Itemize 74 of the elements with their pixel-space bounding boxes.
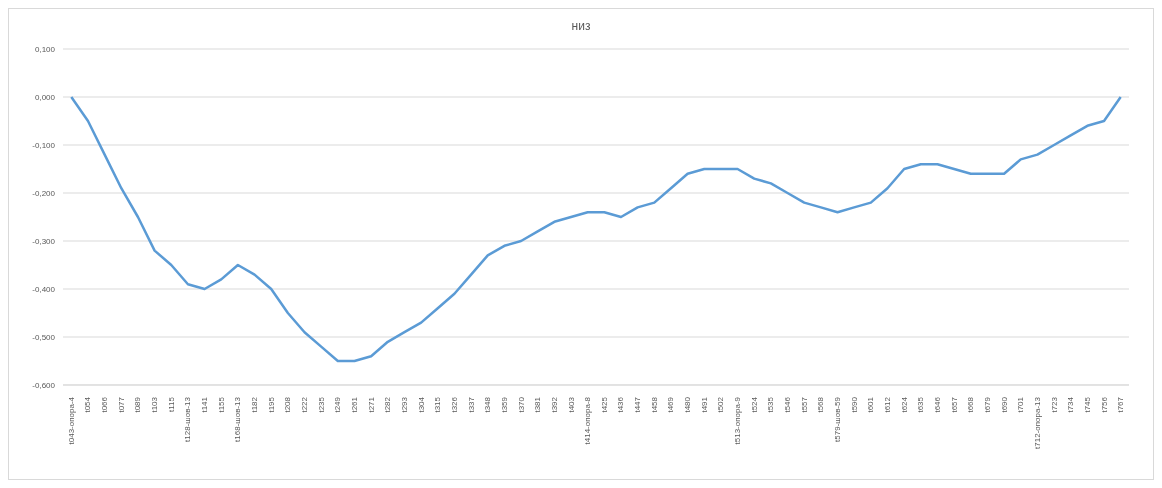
x-tick-label: t535: [766, 396, 776, 413]
x-tick-label: t756: [1099, 396, 1109, 413]
x-tick-label: t222: [300, 396, 310, 413]
x-tick-label: t128-шов-13: [183, 396, 193, 442]
x-tick-label: t491: [699, 396, 709, 413]
y-tick-label: -0,100: [32, 140, 56, 150]
x-tick-label: t657: [949, 396, 959, 413]
x-tick-label: t066: [100, 396, 110, 413]
chart-title: низ: [570, 18, 592, 35]
y-tick-label: -0,400: [32, 284, 56, 294]
x-tick-label: t601: [866, 396, 876, 413]
x-tick-label: t326: [449, 396, 459, 413]
x-tick-label: t103: [150, 396, 160, 413]
y-tick-label: -0,200: [32, 188, 56, 198]
y-tick-label: -0,600: [32, 380, 56, 390]
x-tick-label: t304: [416, 396, 426, 413]
x-tick-label: t734: [1066, 396, 1076, 413]
x-tick-label: t624: [899, 396, 909, 413]
x-tick-label: t458: [649, 396, 659, 413]
x-tick-label: t414-опора-8: [583, 396, 593, 445]
x-tick-label: t261: [349, 396, 359, 413]
x-tick-label: t612: [882, 396, 892, 413]
x-tick-label: t513-опора-9: [733, 396, 743, 445]
x-tick-label: t043-опора-4: [66, 396, 76, 445]
y-tick-label: 0,000: [34, 92, 56, 102]
x-tick-label: t690: [999, 396, 1009, 413]
x-tick-label: t359: [499, 396, 509, 413]
x-tick-label: t089: [133, 396, 143, 413]
x-tick-label: t403: [566, 396, 576, 413]
y-tick-label: -0,300: [32, 236, 56, 246]
x-tick-label: t447: [633, 396, 643, 413]
x-tick-label: t168-шов-13: [233, 396, 243, 442]
x-tick-label: t141: [200, 396, 210, 413]
x-tick-label: t557: [799, 396, 809, 413]
x-tick-label: t712-опора-13: [1032, 396, 1042, 449]
x-tick-label: t282: [383, 396, 393, 413]
line-series: [70, 95, 1122, 363]
x-tick-label: t235: [316, 396, 326, 413]
x-tick-label: t293: [399, 396, 409, 413]
x-tick-label: t524: [749, 396, 759, 413]
x-tick-label: t668: [966, 396, 976, 413]
x-tick-label: t381: [533, 396, 543, 413]
x-tick-label: t392: [549, 396, 559, 413]
x-tick-label: t315: [433, 396, 443, 413]
x-tick-label: t348: [483, 396, 493, 413]
x-tick-label: t182: [250, 396, 260, 413]
x-tick-label: t195: [266, 396, 276, 413]
x-tick-label: t370: [516, 396, 526, 413]
x-tick-label: t155: [216, 396, 226, 413]
x-tick-label: t701: [1016, 396, 1026, 413]
x-tick-label: t646: [932, 396, 942, 413]
x-tick-label: t436: [616, 396, 626, 413]
x-tick-label: t579-шов-59: [833, 396, 843, 442]
x-tick-label: t249: [333, 396, 343, 413]
y-tick-label: 0,100: [34, 44, 56, 54]
x-tick-label: t469: [666, 396, 676, 413]
x-tick-label: t208: [283, 396, 293, 413]
x-tick-label: t723: [1049, 396, 1059, 413]
x-tick-label: t480: [683, 396, 693, 413]
x-tick-label: t425: [599, 396, 609, 413]
x-tick-label: t679: [982, 396, 992, 413]
x-tick-label: t767: [1116, 396, 1126, 413]
x-tick-label: t590: [849, 396, 859, 413]
x-tick-label: t635: [916, 396, 926, 413]
x-tick-label: t502: [716, 396, 726, 413]
x-tick-label: t054: [83, 396, 93, 413]
x-tick-label: t271: [366, 396, 376, 413]
x-tick-label: t546: [783, 396, 793, 413]
x-tick-label: t115: [166, 396, 176, 412]
x-tick-label: t337: [466, 396, 476, 413]
x-tick-label: t077: [116, 396, 126, 413]
y-tick-label: -0,500: [32, 332, 56, 342]
x-tick-label: t745: [1082, 396, 1092, 413]
x-tick-label: t568: [816, 396, 826, 413]
